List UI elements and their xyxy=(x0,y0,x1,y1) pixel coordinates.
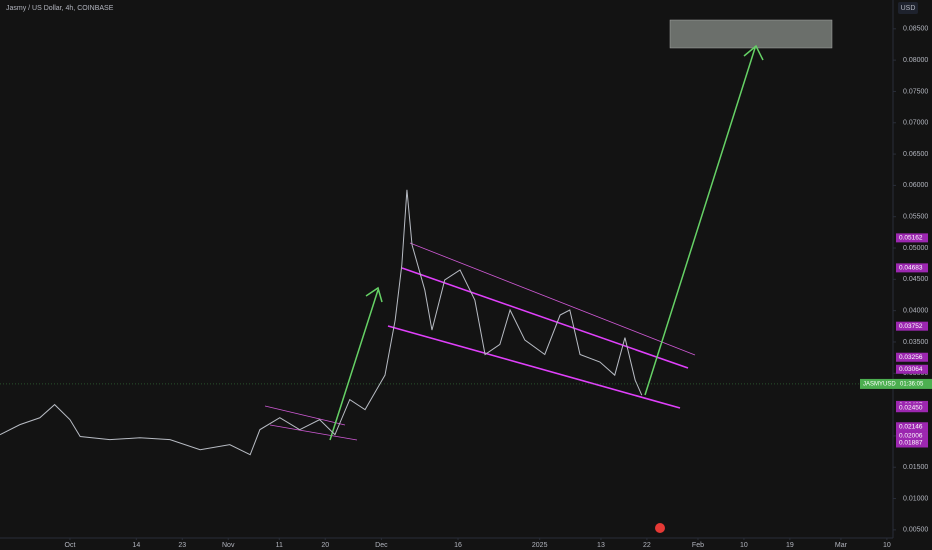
price-label-badge xyxy=(896,233,928,243)
y-tick-label: 0.00500 xyxy=(903,527,928,534)
y-tick-label: 0.05000 xyxy=(903,245,928,252)
arrow xyxy=(329,286,383,441)
price-label: 0.03256 xyxy=(899,354,923,361)
channel-line xyxy=(401,267,689,369)
y-tick-label: 0.04500 xyxy=(903,276,928,283)
price-label-badge xyxy=(896,438,928,448)
last-price-badge xyxy=(860,378,932,389)
y-tick-label: 0.01500 xyxy=(903,464,928,471)
y-tick-label: 0.05500 xyxy=(903,214,928,221)
y-tick-label: 0.01000 xyxy=(903,495,928,502)
chart-title: Jasmy / US Dollar, 4h, COINBASE xyxy=(6,5,114,12)
price-label: 0.03064 xyxy=(899,366,923,373)
x-tick-label: 10 xyxy=(883,542,891,549)
x-tick-label: Mar xyxy=(835,542,848,549)
price-label: 0.05162 xyxy=(899,235,923,242)
x-tick-label: Nov xyxy=(222,542,235,549)
price-label: 0.02006 xyxy=(899,432,923,439)
price-label: 0.01887 xyxy=(899,440,923,447)
price-label-badge xyxy=(896,403,928,413)
currency-label: USD xyxy=(901,5,916,12)
x-tick-label: 11 xyxy=(276,542,283,549)
event-icon[interactable] xyxy=(655,523,665,533)
x-tick-label: 23 xyxy=(178,542,186,549)
x-tick-label: Dec xyxy=(375,542,388,549)
x-tick-label: 2025 xyxy=(532,542,548,549)
x-tick-label: Feb xyxy=(692,542,704,549)
price-label-badge xyxy=(896,364,928,374)
x-tick-label: 10 xyxy=(740,542,748,549)
x-tick-label: 16 xyxy=(454,542,462,549)
y-tick-label: 0.06500 xyxy=(903,151,928,158)
last-price-countdown: 01:36:05 xyxy=(900,382,924,388)
y-tick-label: 0.06000 xyxy=(903,182,928,189)
price-label-badge xyxy=(896,321,928,331)
channel-line xyxy=(409,242,696,356)
x-tick-label: 13 xyxy=(597,542,605,549)
last-price-symbol: JASMYUSD xyxy=(863,382,896,388)
x-tick-label: 19 xyxy=(786,542,794,549)
y-tick-label: 0.03500 xyxy=(903,339,928,346)
price-label: 0.04683 xyxy=(899,265,923,272)
price-label: 0.02450 xyxy=(899,404,923,411)
x-tick-label: 22 xyxy=(643,542,651,549)
price-label-badge xyxy=(896,431,928,441)
y-tick-label: 0.07500 xyxy=(903,88,928,95)
channel-line xyxy=(387,325,681,409)
currency-button[interactable] xyxy=(898,2,918,14)
price-label-badge xyxy=(896,422,928,432)
price-label: 0.02146 xyxy=(899,423,923,430)
target-box xyxy=(669,19,833,49)
price-line xyxy=(0,189,643,456)
x-tick-label: 20 xyxy=(321,542,329,549)
price-label: 0.03752 xyxy=(899,323,923,330)
arrow xyxy=(644,44,764,396)
price-label-badge xyxy=(896,352,928,362)
x-tick-label: 14 xyxy=(132,542,140,549)
y-tick-label: 0.08500 xyxy=(903,26,928,33)
price-label-badge xyxy=(896,263,928,273)
y-tick-label: 0.08000 xyxy=(903,57,928,64)
channel-line xyxy=(264,405,346,426)
channel-line xyxy=(269,424,358,441)
y-tick-label: 0.07000 xyxy=(903,120,928,127)
x-tick-label: Oct xyxy=(65,542,76,549)
y-tick-label: 0.04000 xyxy=(903,307,928,314)
